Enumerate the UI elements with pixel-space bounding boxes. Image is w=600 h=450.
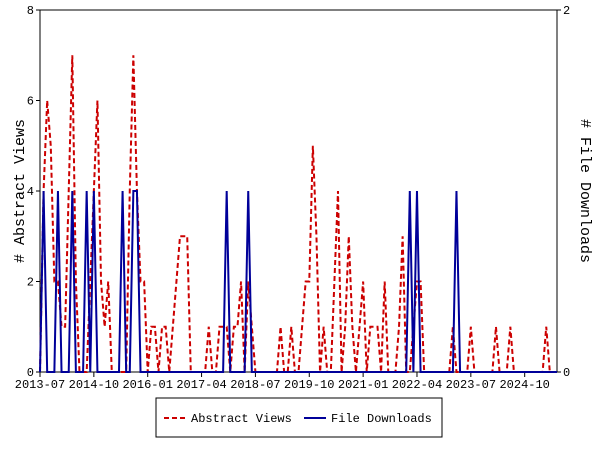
plot-frame: [39, 9, 558, 373]
x-tick-label: 2014-10: [69, 378, 119, 392]
series-line: [39, 55, 557, 373]
x-tick-label: 2021-01: [338, 378, 388, 392]
y-tick-label: 0: [27, 366, 34, 380]
x-tick-label: 2023-07: [446, 378, 496, 392]
y-tick-label: 4: [27, 185, 34, 199]
x-tick-label: 2022-04: [392, 378, 442, 392]
legend-box: [155, 397, 443, 438]
y-tick-label: 2: [27, 276, 34, 290]
y2-axis-label: # File Downloads: [576, 119, 593, 263]
y-axis-label: # Abstract Views: [12, 119, 29, 263]
x-tick-label: 2024-10: [499, 378, 549, 392]
x-tick-label: 2013-07: [15, 378, 65, 392]
y2-tick-label: 0: [563, 366, 570, 380]
series-line: [39, 190, 557, 373]
legend-label: Abstract Views: [191, 412, 292, 426]
y2-tick-label: 2: [563, 4, 570, 18]
x-tick-label: 2017-04: [176, 378, 226, 392]
x-tick-label: 2019-10: [284, 378, 334, 392]
x-tick-label: 2018-07: [230, 378, 280, 392]
legend-label: File Downloads: [331, 412, 432, 426]
y-tick-label: 8: [27, 4, 34, 18]
x-tick-label: 2016-01: [122, 378, 172, 392]
y-tick-label: 6: [27, 95, 34, 109]
